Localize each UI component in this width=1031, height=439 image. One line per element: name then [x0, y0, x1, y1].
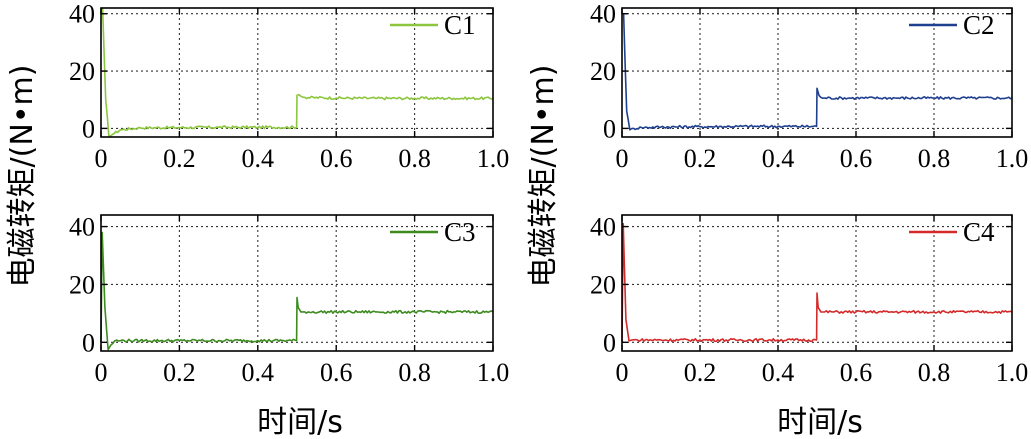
- series-line-C2: [622, 12, 1013, 131]
- chart-panel-3: C3 0 0.2 0.4 0.6 0.8 1.0 0 20 40: [69, 213, 509, 387]
- x-tick-label: 0.2: [163, 144, 196, 173]
- plot-frame: [621, 214, 1013, 352]
- y-tick-label: 40: [69, 0, 95, 29]
- x-tick-label: 0.4: [242, 358, 275, 387]
- x-tick-label: 0.6: [840, 144, 873, 173]
- x-tick-label: 0.6: [320, 358, 353, 387]
- plot-frame: [100, 7, 494, 138]
- x-tick-label: 0.2: [163, 358, 196, 387]
- y-tick-label: 0: [603, 328, 616, 357]
- x-tick-label: 0.8: [398, 358, 431, 387]
- x-tick-label: 0.4: [242, 144, 275, 173]
- y-tick-label: 20: [590, 57, 616, 86]
- x-tick-label: 0.4: [762, 358, 795, 387]
- chart-panel-1: C1 0 0.2 0.4 0.6 0.8 1.0 0 20 40: [69, 0, 509, 173]
- y-tick-label: 0: [82, 328, 95, 357]
- x-tick-label: 0: [616, 358, 629, 387]
- x-tick-label: 0.2: [684, 144, 717, 173]
- x-tick-label: 0.6: [320, 144, 353, 173]
- x-tick-label: 0: [616, 144, 629, 173]
- x-tick-label: 0.4: [762, 144, 795, 173]
- x-tick-label: 0: [95, 358, 108, 387]
- y-axis-label-left: 电磁转矩/(N•m): [5, 65, 40, 288]
- series-line-C3: [100, 231, 494, 351]
- x-tick-label: 0.8: [918, 144, 951, 173]
- y-tick-label: 20: [69, 270, 95, 299]
- y-tick-label: 40: [590, 213, 616, 242]
- x-axis-label-left: 时间/s: [257, 405, 343, 439]
- y-tick-label: 0: [603, 114, 616, 143]
- x-tick-label: 1.0: [477, 144, 510, 173]
- x-tick-label: 0: [95, 144, 108, 173]
- y-tick-label: 40: [69, 213, 95, 242]
- series-line-C4: [621, 222, 1013, 343]
- x-tick-label: 1.0: [477, 358, 510, 387]
- y-tick-label: 0: [82, 114, 95, 143]
- x-tick-label: 0.8: [918, 358, 951, 387]
- y-tick-label: 20: [590, 270, 616, 299]
- chart-panel-2: C2 0 0.2 0.4 0.6 0.8 1.0 0 20 40: [590, 0, 1028, 173]
- x-tick-label: 1.0: [996, 144, 1029, 173]
- y-axis-label-right: 电磁转矩/(N•m): [526, 65, 561, 288]
- legend-label: C1: [444, 10, 476, 40]
- legend-label: C3: [444, 217, 476, 247]
- plot-frame: [100, 214, 494, 352]
- chart-panel-4: C4 0 0.2 0.4 0.6 0.8 1.0 0 20 40: [590, 213, 1028, 387]
- x-axis-label-right: 时间/s: [777, 405, 863, 439]
- x-tick-label: 0.6: [840, 358, 873, 387]
- x-tick-label: 0.2: [684, 358, 717, 387]
- x-tick-label: 1.0: [996, 358, 1029, 387]
- x-tick-label: 0.8: [398, 144, 431, 173]
- y-tick-label: 20: [69, 57, 95, 86]
- legend-label: C4: [963, 217, 995, 247]
- y-tick-label: 40: [590, 0, 616, 29]
- series-line-C1: [100, 7, 494, 137]
- plot-frame: [621, 7, 1013, 138]
- legend-label: C2: [963, 10, 995, 40]
